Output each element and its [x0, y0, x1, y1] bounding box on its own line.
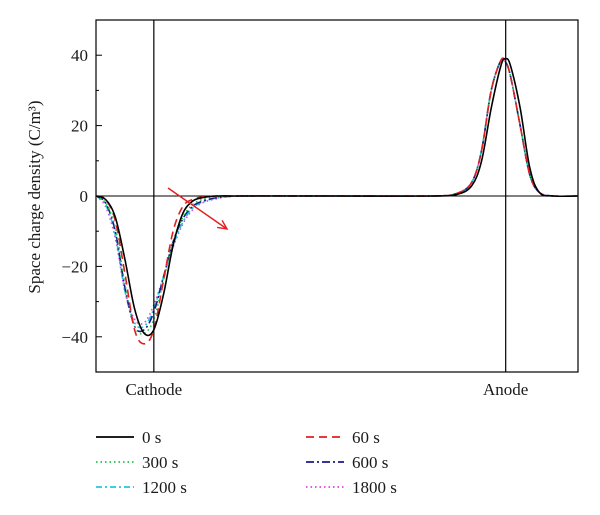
- trend-arrow-head: [217, 219, 229, 230]
- legend-label: 60 s: [352, 428, 380, 447]
- axes-layer: −40 −20 0 20 40: [61, 19, 102, 373]
- electrode-label: Anode: [483, 380, 528, 399]
- trend-arrow: [167, 187, 229, 230]
- legend-label: 300 s: [142, 453, 178, 472]
- legend-item: 60 s: [306, 428, 380, 447]
- legend-label: 0 s: [142, 428, 161, 447]
- legend-label: 1200 s: [142, 478, 187, 497]
- legend-item: 300 s: [96, 453, 178, 472]
- trend-arrow-shaft: [167, 187, 228, 230]
- y-axis-label: Space charge density (C/m³): [25, 100, 44, 293]
- legend-label: 600 s: [352, 453, 388, 472]
- legend-item: 0 s: [96, 428, 161, 447]
- series-layer: [96, 57, 578, 345]
- electrode-label: Cathode: [126, 380, 183, 399]
- series-line-0s: [96, 57, 578, 337]
- y-tick-label: −20: [61, 257, 88, 276]
- y-tick-label: 0: [80, 187, 89, 206]
- position-markers: Cathode Anode: [126, 20, 528, 399]
- y-tick-label: 40: [71, 46, 88, 65]
- y-tick-label: 20: [71, 117, 88, 136]
- legend-item: 1800 s: [306, 478, 397, 497]
- y-tick-label: −40: [61, 328, 88, 347]
- legend-item: 600 s: [306, 453, 388, 472]
- legend-label: 1800 s: [352, 478, 397, 497]
- legend: 0 s 60 s 300 s 600 s 1200 s 1800 s: [96, 428, 397, 497]
- legend-item: 1200 s: [96, 478, 187, 497]
